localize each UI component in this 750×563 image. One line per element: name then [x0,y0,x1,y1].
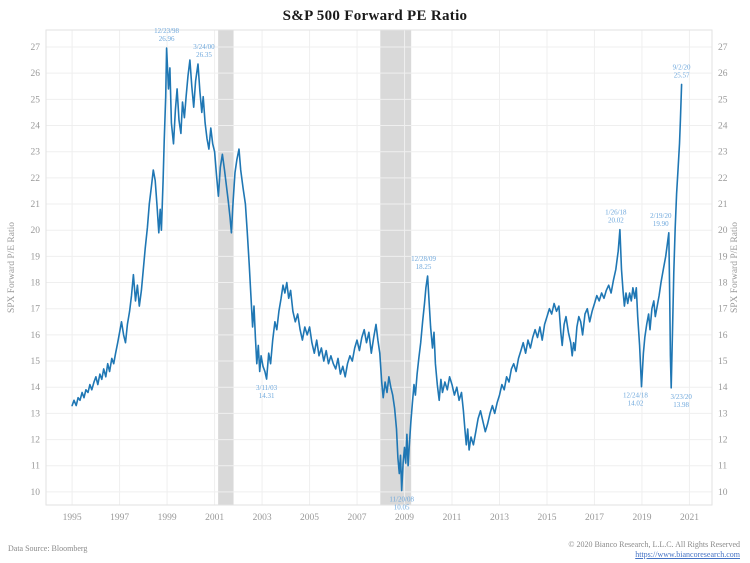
x-axis-tick: 2019 [632,513,651,523]
y-axis-tick-left: 18 [31,279,41,289]
y-axis-tick-left: 14 [31,383,41,393]
x-axis-tick: 2007 [348,513,367,523]
y-axis-tick-left: 17 [31,305,41,315]
y-axis-tick-right: 25 [718,95,728,105]
annotation-date: 9/2/20 [673,63,691,71]
annotation-date: 11/20/08 [389,496,414,504]
annotation-value: 19.90 [653,220,669,228]
y-axis-tick-left: 23 [31,148,41,158]
y-axis-tick-left: 24 [31,122,41,132]
annotation-date: 3/24/00 [193,43,215,51]
y-axis-title-left: SPX Forward P/E Ratio [7,222,17,313]
y-axis-tick-left: 25 [31,95,41,105]
y-axis-tick-left: 15 [31,357,41,367]
y-axis-tick-right: 12 [718,436,728,446]
y-axis-tick-right: 20 [718,226,728,236]
y-axis-tick-left: 12 [31,436,41,446]
copyright-text: © 2020 Bianco Research, L.L.C. All Right… [568,540,740,549]
annotation-value: 26.96 [159,35,175,43]
y-axis-tick-right: 21 [718,200,728,210]
x-axis-tick: 2011 [443,513,462,523]
annotation-date: 1/26/18 [605,209,627,217]
y-axis-tick-left: 16 [31,331,41,341]
y-axis-tick-right: 15 [718,357,728,367]
y-axis-tick-left: 19 [31,252,41,262]
y-axis-tick-right: 16 [718,331,728,341]
chart-title: S&P 500 Forward PE Ratio [282,8,468,24]
series-line [71,47,683,492]
annotation-value: 10.05 [394,504,410,512]
y-axis-tick-right: 23 [718,148,728,158]
bianco-link[interactable]: https://www.biancoresearch.com [635,550,740,559]
x-axis-tick: 1997 [110,513,129,523]
y-axis-tick-right: 24 [718,122,728,132]
y-axis-tick-left: 20 [31,226,41,236]
y-axis-tick-left: 10 [31,488,41,498]
y-axis-tick-left: 27 [31,43,41,53]
y-axis-tick-left: 11 [31,462,40,472]
y-axis-tick-right: 17 [718,305,728,315]
annotation-date: 2/19/20 [650,212,672,220]
annotation-date: 3/23/20 [670,393,692,401]
y-axis-tick-right: 27 [718,43,728,53]
y-axis-tick-right: 22 [718,174,728,184]
annotation-value: 18.25 [416,263,432,271]
x-axis-tick: 2001 [205,513,224,523]
x-axis-tick: 2003 [253,513,272,523]
y-axis-tick-left: 26 [31,69,41,79]
y-axis-tick-right: 10 [718,488,728,498]
annotation-date: 12/23/98 [154,27,179,35]
y-axis-tick-right: 11 [718,462,727,472]
y-axis-tick-right: 14 [718,383,728,393]
annotation-value: 13.98 [673,401,689,409]
annotation-value: 14.31 [259,392,275,400]
annotation-value: 20.02 [608,217,624,225]
x-axis-tick: 2005 [300,513,319,523]
annotation-date: 3/11/03 [256,384,278,392]
recession-band [218,30,234,505]
y-axis-tick-left: 13 [31,409,41,419]
x-axis-tick: 2009 [395,513,414,523]
copyright-block: © 2020 Bianco Research, L.L.C. All Right… [568,540,740,559]
x-axis-tick: 2015 [537,513,556,523]
annotation-value: 26.35 [196,51,212,59]
plot-border [45,29,713,506]
annotation-date: 12/28/09 [411,255,436,263]
y-axis-tick-right: 13 [718,409,728,419]
x-axis-tick: 2021 [680,513,699,523]
y-axis-title-right: SPX Forward P/E Ratio [730,222,740,313]
x-axis-tick: 1999 [158,513,177,523]
y-axis-tick-right: 26 [718,69,728,79]
annotation-date: 12/24/18 [623,392,648,400]
x-axis-tick: 1995 [63,513,82,523]
data-source-note: Data Source: Bloomberg [8,544,88,553]
y-axis-tick-left: 22 [31,174,41,184]
x-axis-tick: 2013 [490,513,509,523]
y-axis-tick-left: 21 [31,200,41,210]
y-axis-tick-right: 19 [718,252,728,262]
annotation-value: 14.02 [628,400,644,408]
x-axis-tick: 2017 [585,513,604,523]
annotation-value: 25.57 [674,71,690,79]
y-axis-tick-right: 18 [718,279,728,289]
